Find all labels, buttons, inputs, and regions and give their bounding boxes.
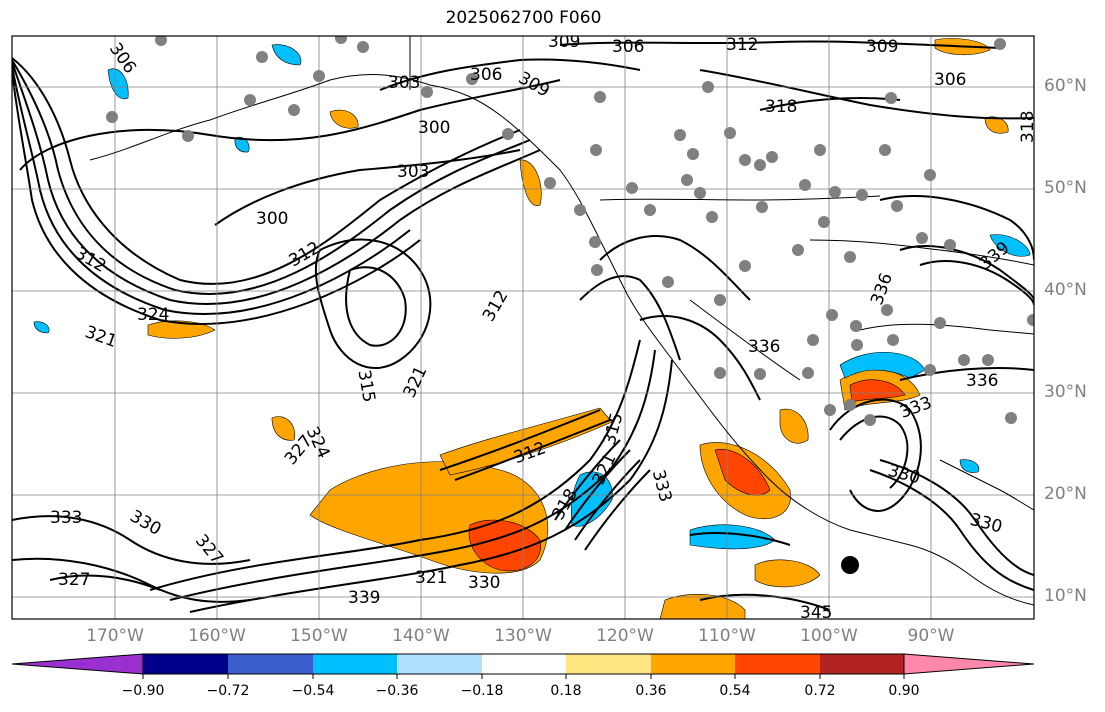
colorbar-tick-label: −0.72 [206,683,250,699]
colorbar-segment [651,654,735,674]
contour-label-group: 306 309 306 312 309 306 303 306 309 318 … [50,32,1072,623]
contour-label: 306 [612,37,644,57]
shaded-anomaly-fields [33,38,1031,619]
colorbar [11,653,1035,679]
longitude-label: 170°W [86,626,144,646]
contour-label: 327 [58,570,90,590]
colorbar-tick-label: −0.18 [460,683,504,699]
colorbar-segment [143,654,228,674]
contour-label: 345 [800,603,832,623]
tropical-storm-marker [841,556,859,574]
colorbar-segment [397,654,482,674]
colorbar-low-extension [11,653,144,675]
latitude-label: 50°N [1044,178,1087,198]
contour-label: 327 [1040,505,1072,525]
contour-label: 312 [726,35,758,55]
colorbar-segment [228,654,313,674]
colorbar-tick-label: −0.54 [291,683,335,699]
contour-label: 303 [388,73,420,93]
contour-label: 330 [468,573,500,593]
contour-label: 318 [1018,111,1038,143]
longitude-label: 160°W [188,626,246,646]
contour-label: 303 [397,162,429,182]
latitude-label: 60°N [1044,76,1087,96]
longitude-label: 110°W [698,626,756,646]
longitude-label: 150°W [290,626,348,646]
contour-label: 339 [348,588,380,608]
station-markers [106,36,1034,426]
contour-label: 318 [765,97,797,117]
colorbar-tick-label: −0.36 [375,683,419,699]
colorbar-tick-label: −0.90 [121,683,165,699]
contour-label: 336 [966,371,998,391]
map-frame [11,35,1035,620]
longitude-label: 140°W [392,626,450,646]
longitude-label: 90°W [907,626,955,646]
colorbar-segment [566,654,651,674]
contour-label: 333 [50,508,82,528]
contour-lines [12,40,1034,613]
longitude-label: 130°W [494,626,552,646]
map-title: 2025062700 F060 [445,8,602,28]
latitude-label: 40°N [1044,280,1087,300]
colorbar-tick-label: 0.18 [550,683,582,699]
contour-label: 336 [748,337,780,357]
latitude-label: 20°N [1044,484,1087,504]
colorbar-high-extension [903,653,1035,675]
contour-label: 309 [866,37,898,57]
latitude-label: 10°N [1044,586,1087,606]
longitude-label: 100°W [800,626,858,646]
map-panel: 306 309 306 312 309 306 303 306 309 318 … [12,32,1072,623]
colorbar-tick-label: 0.90 [888,683,920,699]
contour-label: 324 [137,305,169,325]
contour-label: 309 [548,32,580,52]
colorbar-segment [482,654,566,674]
contour-label: 300 [418,118,450,138]
colorbar-tick-label: 0.36 [635,683,667,699]
contour-label: 300 [256,209,288,229]
colorbar-segment [313,654,397,674]
colorbar-segment [820,654,904,674]
contour-label: 306 [470,65,502,85]
colorbar-segment [735,654,820,674]
latitude-label: 30°N [1044,382,1087,402]
colorbar-tick-label: 0.72 [804,683,836,699]
coastlines-and-borders [89,36,1034,606]
contour-label: 306 [934,70,966,90]
colorbar-tick-label: 0.54 [719,683,751,699]
contour-label: 321 [415,568,447,588]
longitude-label: 120°W [596,626,654,646]
